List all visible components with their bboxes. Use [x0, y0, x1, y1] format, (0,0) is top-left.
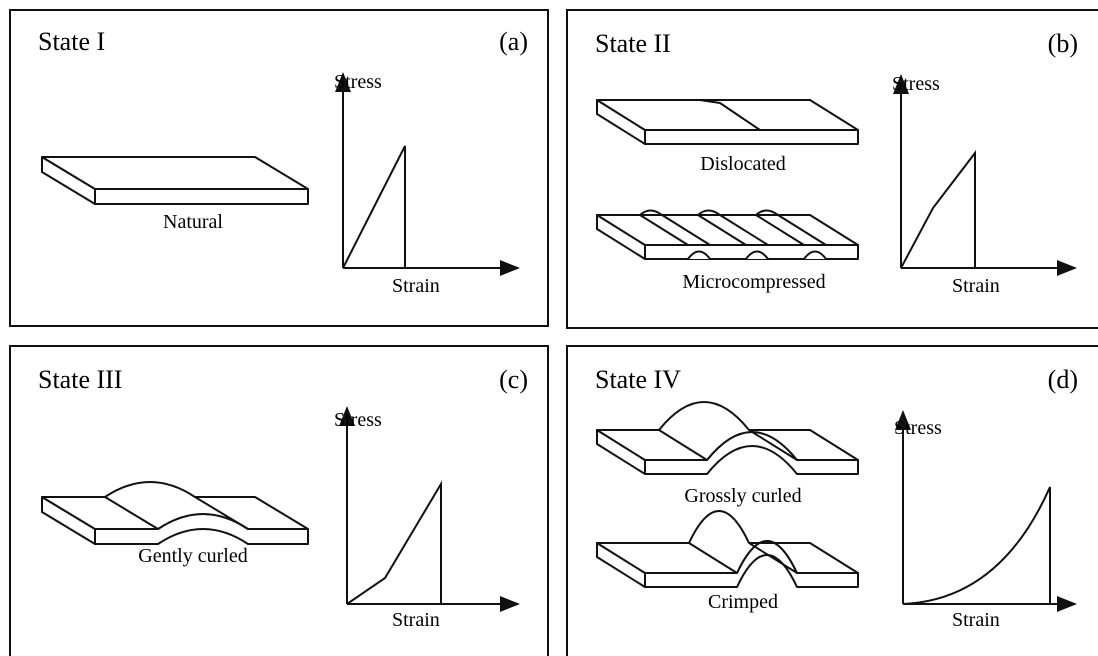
slab-top: [596, 99, 859, 131]
panel-title: State I: [38, 27, 105, 56]
crease-line: [748, 542, 798, 574]
slab-top: [41, 481, 309, 530]
graph-a: Stress Strain: [334, 71, 520, 297]
crease-line: [748, 429, 798, 461]
panel-frame: [9, 345, 549, 656]
micro-arch: [745, 250, 769, 260]
panel-frame: [566, 9, 1098, 329]
x-axis-label: Strain: [952, 609, 1000, 631]
x-axis-label: Strain: [392, 609, 440, 631]
y-axis-label: Stress: [894, 417, 942, 439]
crease-line: [104, 496, 159, 530]
sample-label: Crimped: [708, 591, 778, 613]
y-axis-label: Stress: [892, 73, 940, 95]
panel-title: State III: [38, 365, 122, 394]
micro-crease: [697, 214, 769, 246]
x-axis-label: Strain: [392, 275, 440, 297]
sample-label: Microcompressed: [682, 271, 825, 293]
slab-drawings: [41, 99, 859, 588]
crease-line: [658, 429, 708, 461]
micro-crease: [755, 214, 827, 246]
panel-title: State II: [595, 29, 671, 58]
panel-title: State IV: [595, 365, 681, 394]
sample-label: Grossly curled: [684, 485, 801, 507]
graph-d: Stress Strain: [894, 410, 1077, 631]
panel-frame: [9, 9, 549, 327]
sample-label: Natural: [163, 211, 223, 233]
slab-top: [41, 156, 309, 190]
micro-crease: [639, 214, 711, 246]
x-axis-label: Strain: [952, 275, 1000, 297]
y-axis-label: Stress: [334, 409, 382, 431]
panel-letter: (d): [1048, 365, 1078, 394]
slab-top: [596, 401, 859, 461]
micro-arch: [687, 250, 711, 260]
graph-b: Stress Strain: [892, 73, 1077, 297]
sample-label: Dislocated: [700, 153, 786, 175]
graph-c: Stress Strain: [334, 406, 520, 631]
y-axis-label: Stress: [334, 71, 382, 93]
micro-bump: [755, 209, 779, 216]
sample-label: Gently curled: [138, 545, 247, 567]
slab-top: [596, 510, 859, 574]
micro-bump: [639, 209, 663, 216]
panel-letter: (a): [499, 27, 528, 56]
panel-letter: (b): [1048, 29, 1078, 58]
slab-front: [644, 129, 859, 145]
slab-front: [94, 188, 309, 205]
micro-arch: [803, 250, 827, 260]
crease-line: [194, 496, 249, 530]
dislocation-line: [699, 99, 761, 131]
crease-line: [688, 542, 738, 574]
micro-bump: [697, 209, 721, 216]
panel-frame: [566, 345, 1098, 656]
panel-letter: (c): [499, 365, 528, 394]
